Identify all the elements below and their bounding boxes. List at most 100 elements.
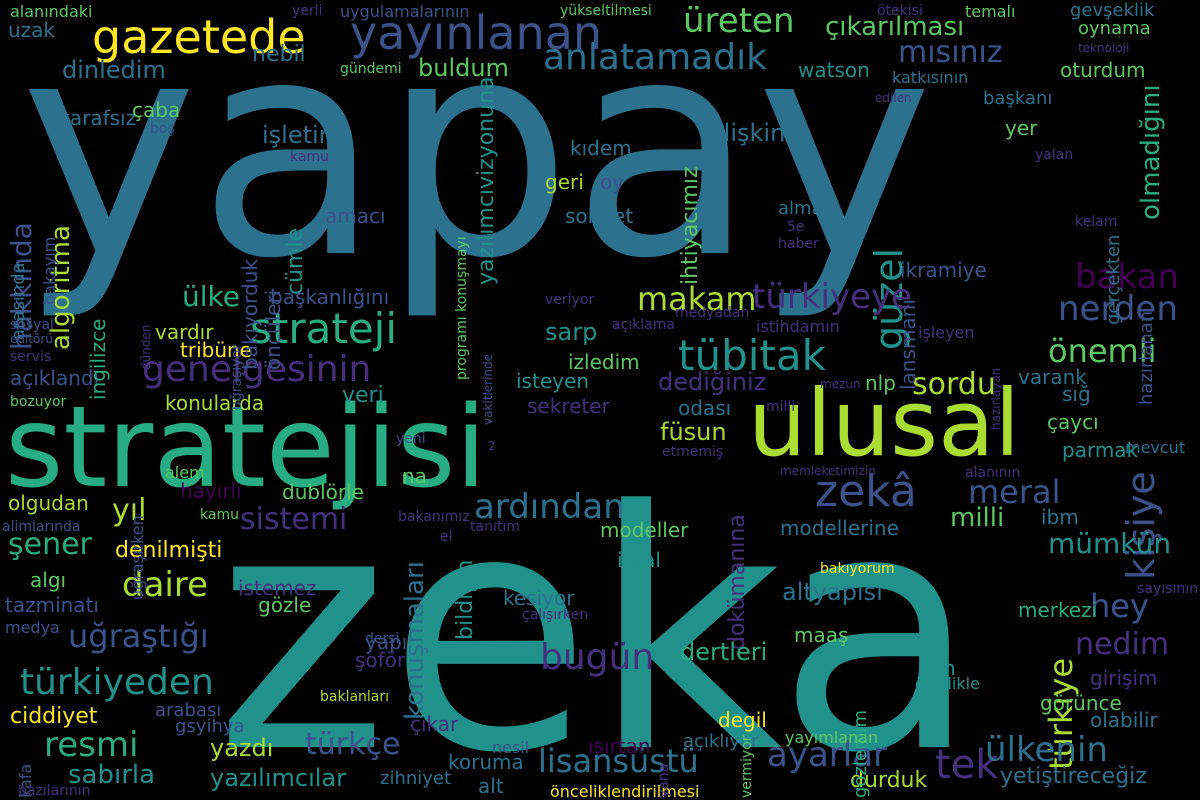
word-otekisi-173: ötekisi <box>877 3 923 19</box>
word-mumkun-26: mümkün <box>1048 527 1172 560</box>
word-katkisinin-178: katkısının <box>892 68 969 87</box>
word-yetistirecegiz-65: yetiştireceğiz <box>1000 764 1147 789</box>
word-memleketimizin-150: memleketimizin <box>780 464 876 478</box>
word-mevcut-153: mevcut <box>1125 438 1186 457</box>
word-oynama-171: oynama <box>1078 18 1151 39</box>
word-nedim-28: nedim <box>1075 627 1170 662</box>
word-yukseltilmesi-172: yükseltilmesi <box>560 3 652 19</box>
word-edilen-169: edilen <box>875 91 912 105</box>
word-dersi-146: dersi <box>365 631 400 647</box>
word-acikliyor-133: açıklıyor <box>683 731 759 752</box>
word-uzak-113: uzak <box>8 18 56 42</box>
word-ugrastigi-37: uğraştığı <box>68 617 209 655</box>
word-degil-101: degil <box>718 708 767 732</box>
word-misiniz-13: mısınız <box>898 35 1003 70</box>
word-veri-71: veri <box>342 383 384 408</box>
word-alaninin-151: alanının <box>965 465 1021 481</box>
word-oturdum-109: oturdum <box>1060 58 1146 82</box>
word-yeni-190: yeni <box>396 431 426 447</box>
word-el-145: el <box>440 529 453 545</box>
word-sabirla-62: sabırla <box>68 760 156 790</box>
word-haber-162: haber <box>778 236 819 252</box>
word-parmak-94: parmak <box>1062 438 1139 462</box>
word-meral-22: meral <box>968 473 1061 511</box>
word-onemli-19: önemli <box>1048 332 1157 370</box>
word-bazilarinin-138: bazılarının <box>18 783 91 799</box>
word-bos-180: boş <box>150 121 175 137</box>
word-ulke-33: ülke <box>182 280 240 313</box>
word-servis-185: servis <box>10 349 52 365</box>
word-stratejisi-2: stratejisi <box>5 383 487 513</box>
word-arabasi-127: arabası <box>155 700 222 721</box>
word-gundemi-179: gündemi <box>340 61 402 77</box>
word-altyapisi-58: altyapısı <box>782 578 883 606</box>
word-tubitak-7: tübitak <box>678 331 826 380</box>
word-amaci-78: amacı <box>325 204 386 228</box>
word-ugrasiyor-182: uğraşıyor <box>229 344 245 410</box>
word-isirtan-130: ısırtan <box>588 734 651 758</box>
word-sistemi-24: sistemi <box>240 502 348 537</box>
word-2-194: 2 <box>488 439 496 453</box>
word-bakan-17: bakan <box>1075 257 1179 297</box>
word-aciklandi-74: açıklandı <box>10 366 100 390</box>
word-kamu-197: kamu <box>290 149 329 165</box>
word-dertleri-60: dertleri <box>680 638 768 666</box>
word-lisansustu-41: lisansüstü <box>538 742 699 780</box>
word-tek-43: tek <box>935 742 999 788</box>
word-ardindan-23: ardından <box>474 487 625 527</box>
word-gozlemim-102: gözlemim <box>850 709 871 798</box>
word-geri-80: geri <box>545 170 584 194</box>
word-merkezi-104: merkezi <box>1018 598 1098 622</box>
word-daire-36: daire <box>122 565 209 605</box>
word-isleyen-158: işleyen <box>918 323 975 342</box>
word-yil-34: yıl <box>112 493 147 528</box>
word-almak-83: almak <box>778 198 834 219</box>
word-sener-35: şener <box>8 527 92 562</box>
word-isletim-50: işletim <box>262 121 343 149</box>
word-zeka-8: zekâ <box>815 466 917 517</box>
word-vardir-72: vardır <box>155 320 214 344</box>
word-fusun-57: füsun <box>660 418 727 446</box>
word-sohbet-82: sohbet <box>565 204 634 228</box>
word-ihtiyacimiz-54: ihtiyacımız <box>678 166 703 285</box>
word-gevseklik-112: gevşeklik <box>1070 0 1155 21</box>
word-anlatamadik-10: anlatamadık <box>543 37 767 78</box>
word-nlp-90: nlp <box>865 371 896 395</box>
word-ayarlar-42: ayarlar <box>767 735 888 775</box>
word-sekreter-88: sekreter <box>527 394 610 418</box>
word-isteyen-87: isteyen <box>516 369 589 393</box>
word-medyadan-161: medyadan <box>675 305 750 321</box>
word-nerden-18: nerden <box>1058 289 1178 329</box>
word-kisiye-21: kişiye <box>1119 471 1163 580</box>
word-kidem-79: kıdem <box>570 136 632 160</box>
word-kesiyor-99: kesiyor <box>503 586 575 610</box>
word-alimlarinda-196: alimlarında <box>2 519 81 535</box>
word-alem-191: alem <box>165 463 205 482</box>
word-tarafsiz-114: tarafsız <box>62 106 137 130</box>
word-algi-119: algı <box>30 568 67 592</box>
word-dublorle-69: dublörle <box>282 480 364 504</box>
word-genelgesinin-9: genelgesinin <box>142 349 372 390</box>
word-bildigin-193: bildiğin <box>453 559 478 640</box>
word-baskanligini-75: başkanlığını <box>270 285 390 309</box>
word-alanindaki-177: alanındaki <box>10 2 93 21</box>
word-gozle-124: gözle <box>258 593 312 617</box>
word-programi-konusmayi-183: programı konuşmayı <box>454 236 470 380</box>
word-yazilimcivizyonuna-53: yazılımcıvizyonuna <box>474 76 499 286</box>
word-bakayim-117: bakayım <box>40 236 59 305</box>
word-sofor-126: şoför <box>355 648 406 672</box>
word-olabilir-107: olabilir <box>1090 708 1158 732</box>
word-gsyihya-128: gsyihya <box>175 716 245 737</box>
word-5e-163: 5e <box>787 219 805 235</box>
word-durduk-64: durduk <box>850 768 928 793</box>
word-maas-100: maaş <box>794 623 849 647</box>
word-ulkenin-44: ülkenin <box>985 730 1108 770</box>
word-strateji-6: strateji <box>250 304 397 353</box>
word-milli-156: milli <box>766 399 796 415</box>
word-makam-15: makam <box>637 280 757 318</box>
word-dinledim-47: dinledim <box>62 56 166 84</box>
word-gazetede-4: gazetede <box>92 10 306 64</box>
word-yazilimcilar-63: yazılımcılar <box>210 764 346 792</box>
word-zihniyet-136: zihniyet <box>380 768 452 789</box>
word-odasi-89: odası <box>678 396 732 420</box>
